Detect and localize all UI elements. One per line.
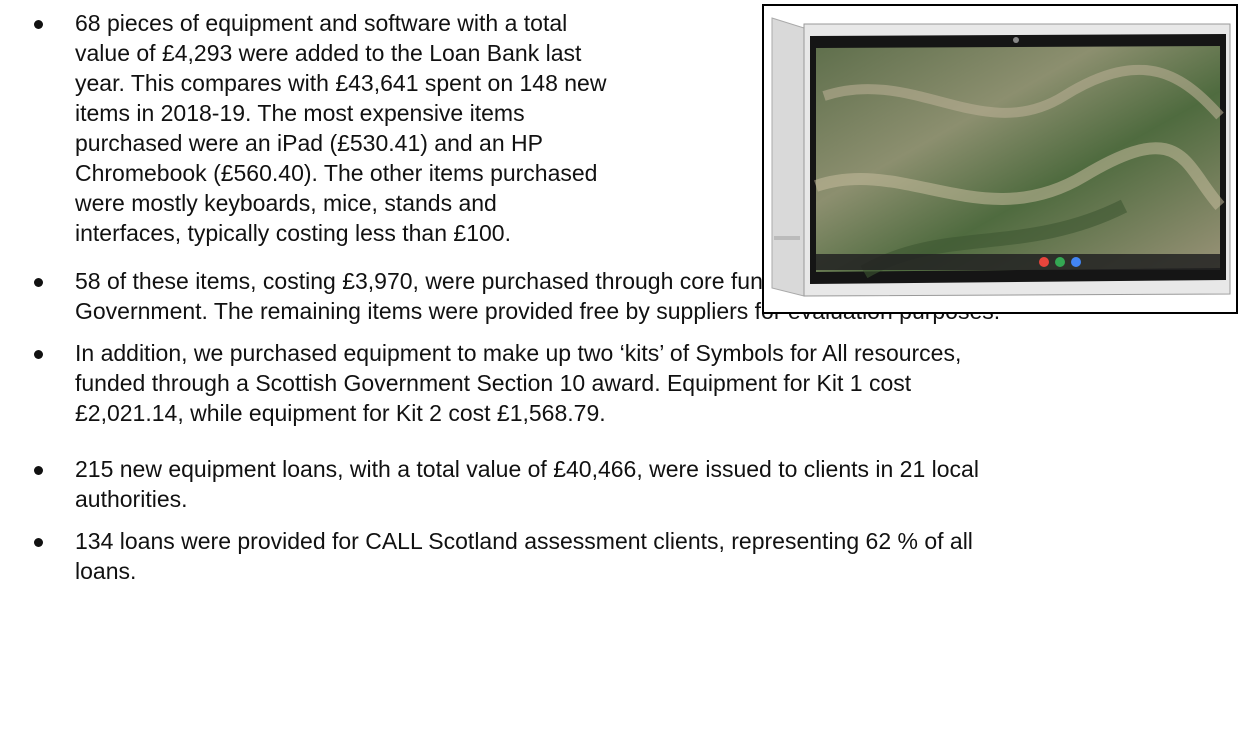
text-line: were mostly keyboards, mice, stands and — [75, 188, 497, 218]
text-line: purchased were an iPad (£530.41) and an … — [75, 128, 543, 158]
text-line: authorities. — [75, 484, 188, 514]
text-line: interfaces, typically costing less than … — [75, 218, 511, 248]
bullet-dot — [34, 466, 43, 475]
text-line: year. This compares with £43,641 spent o… — [75, 68, 606, 98]
text-line: In addition, we purchased equipment to m… — [75, 338, 961, 368]
text-line: value of £4,293 were added to the Loan B… — [75, 38, 581, 68]
text-line: £2,021.14, while equipment for Kit 2 cos… — [75, 398, 606, 428]
text-line: loans. — [75, 556, 136, 586]
text-line: items in 2018-19. The most expensive ite… — [75, 98, 525, 128]
text-line: 134 loans were provided for CALL Scotlan… — [75, 526, 973, 556]
laptop-photo — [762, 4, 1238, 314]
text-line: Chromebook (£560.40). The other items pu… — [75, 158, 597, 188]
bullet-dot — [34, 278, 43, 287]
bullet-dot — [34, 20, 43, 29]
text-line: 215 new equipment loans, with a total va… — [75, 454, 979, 484]
text-line: 68 pieces of equipment and software with… — [75, 8, 567, 38]
text-line: funded through a Scottish Government Sec… — [75, 368, 911, 398]
bullet-dot — [34, 350, 43, 359]
laptop-drawing — [764, 6, 1236, 312]
page: 68 pieces of equipment and software with… — [0, 0, 1250, 733]
bullet-dot — [34, 538, 43, 547]
